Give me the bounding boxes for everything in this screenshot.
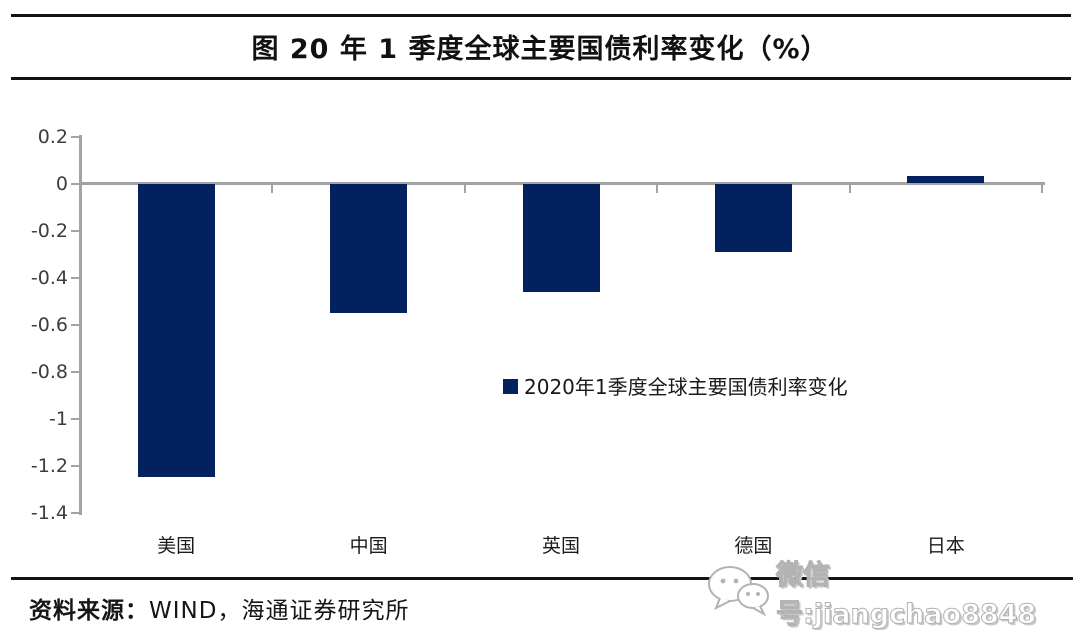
y-axis-label: -1.4 <box>30 501 68 524</box>
y-axis-tick <box>71 464 80 467</box>
chart-bar-德国 <box>714 183 792 252</box>
chart-bar-英国 <box>522 183 600 292</box>
y-axis-tick <box>71 135 80 138</box>
y-axis-label: -0.4 <box>30 266 68 289</box>
y-axis-tick <box>71 370 80 373</box>
y-axis-tick <box>71 229 80 232</box>
x-axis-tick <box>656 185 659 193</box>
x-axis-tick <box>271 185 274 193</box>
chart-title: 图 20 年 1 季度全球主要国债利率变化（%） <box>251 34 829 65</box>
x-axis-label: 英国 <box>541 535 580 557</box>
wechat-watermark: 微信号:jiangchao8848 <box>706 553 1080 630</box>
chart-bar-中国 <box>330 183 408 313</box>
y-axis-label: -1 <box>49 407 68 430</box>
x-axis-tick <box>463 185 466 193</box>
x-axis-tick <box>1041 185 1043 193</box>
legend-swatch <box>503 379 518 394</box>
y-axis-label: -1.2 <box>30 454 68 477</box>
y-axis-label: -0.2 <box>30 219 68 242</box>
legend-label: 2020年1季度全球主要国债利率变化 <box>524 375 848 399</box>
y-axis-line <box>79 135 82 515</box>
x-axis-label: 日本 <box>926 535 965 557</box>
y-axis-label: 0 <box>55 172 68 195</box>
y-axis-tick <box>71 417 80 420</box>
y-axis-label: -0.8 <box>30 360 68 383</box>
chart-bar-美国 <box>137 183 215 478</box>
source-line: 资料来源：WIND，海通证券研究所 <box>29 591 409 625</box>
y-axis-label: 0.2 <box>37 125 68 148</box>
source-text: WIND，海通证券研究所 <box>149 598 410 624</box>
footer-divider <box>11 577 1073 580</box>
y-axis-tick <box>71 323 80 326</box>
x-axis-label: 德国 <box>734 535 773 557</box>
y-axis-tick <box>71 511 80 514</box>
top-divider <box>11 14 1071 17</box>
chart-bar-日本 <box>907 176 985 184</box>
y-axis-label: -0.6 <box>30 313 68 336</box>
y-axis-tick <box>71 182 80 185</box>
x-axis-label: 中国 <box>349 535 388 557</box>
x-axis-tick <box>848 185 851 193</box>
source-label: 资料来源： <box>29 598 149 624</box>
wechat-icon <box>706 564 772 620</box>
chart-legend: 2020年1季度全球主要国债利率变化 <box>503 371 848 400</box>
title-divider <box>11 77 1071 80</box>
x-axis-label: 美国 <box>157 535 196 557</box>
y-axis-tick <box>71 276 80 279</box>
watermark-text: 微信号:jiangchao8848 <box>776 560 1037 630</box>
